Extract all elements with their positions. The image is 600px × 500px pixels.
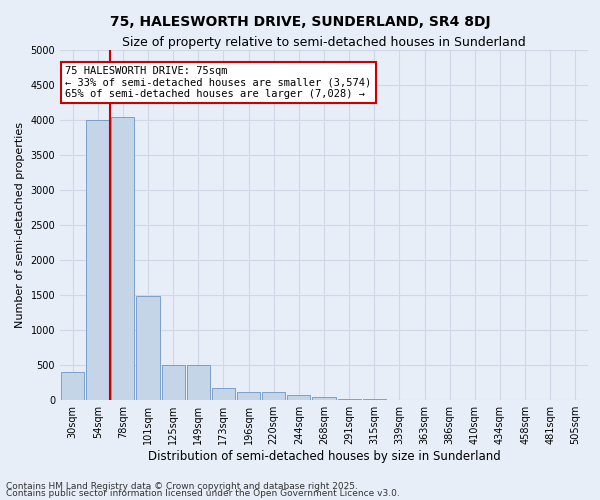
Bar (237, 392, 260, 400)
Text: Contains HM Land Registry data © Crown copyright and database right 2025.: Contains HM Land Registry data © Crown c… (6, 482, 358, 491)
Bar (338, 398, 361, 400)
Bar (136, 296, 160, 400)
Bar (61, 372, 84, 400)
Bar (287, 395, 310, 400)
Bar (313, 396, 335, 400)
Text: Contains public sector information licensed under the Open Government Licence v3: Contains public sector information licen… (6, 489, 400, 498)
Bar (262, 392, 285, 400)
Title: Size of property relative to semi-detached houses in Sunderland: Size of property relative to semi-detach… (122, 36, 526, 49)
Text: 75 HALESWORTH DRIVE: 75sqm
← 33% of semi-detached houses are smaller (3,574)
65%: 75 HALESWORTH DRIVE: 75sqm ← 33% of semi… (65, 66, 371, 99)
Bar (161, 365, 185, 400)
Bar (111, 116, 134, 400)
X-axis label: Distribution of semi-detached houses by size in Sunderland: Distribution of semi-detached houses by … (148, 450, 500, 463)
Bar (86, 120, 109, 400)
Text: 75, HALESWORTH DRIVE, SUNDERLAND, SR4 8DJ: 75, HALESWORTH DRIVE, SUNDERLAND, SR4 8D… (110, 15, 490, 29)
Bar (187, 365, 210, 400)
Y-axis label: Number of semi-detached properties: Number of semi-detached properties (15, 122, 25, 328)
Bar (212, 388, 235, 400)
